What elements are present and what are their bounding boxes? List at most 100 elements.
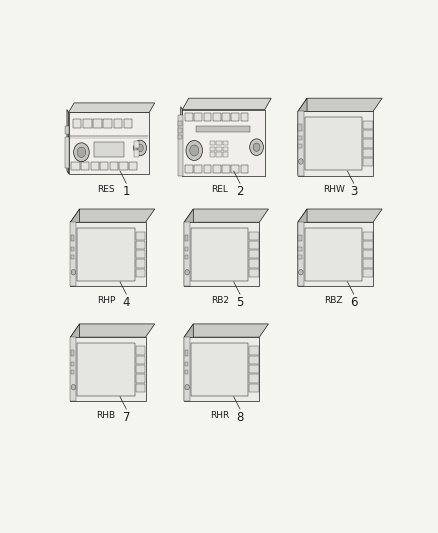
Bar: [223, 147, 228, 151]
Bar: [363, 120, 373, 129]
Bar: [249, 365, 259, 374]
Bar: [194, 114, 202, 122]
Bar: [129, 161, 138, 170]
Bar: [178, 128, 182, 133]
Bar: [210, 141, 215, 145]
Bar: [69, 112, 149, 174]
Circle shape: [71, 270, 76, 275]
Bar: [249, 384, 259, 392]
Bar: [134, 150, 139, 157]
Polygon shape: [298, 98, 307, 175]
Bar: [83, 119, 92, 128]
Polygon shape: [184, 324, 268, 337]
Bar: [184, 337, 190, 401]
Bar: [204, 165, 212, 173]
Bar: [134, 141, 139, 148]
Bar: [184, 362, 188, 366]
Bar: [240, 165, 248, 173]
Text: RBZ: RBZ: [325, 296, 343, 305]
Bar: [71, 247, 74, 251]
Bar: [71, 222, 76, 286]
Bar: [249, 250, 259, 259]
Bar: [305, 228, 362, 281]
Bar: [77, 228, 134, 281]
Circle shape: [185, 384, 189, 390]
Polygon shape: [71, 209, 80, 286]
Bar: [298, 111, 304, 175]
Text: REL: REL: [212, 185, 228, 194]
Polygon shape: [71, 324, 155, 337]
Polygon shape: [67, 109, 69, 174]
Bar: [71, 161, 80, 170]
Polygon shape: [69, 103, 155, 112]
Circle shape: [74, 143, 89, 161]
Bar: [222, 165, 230, 173]
Bar: [135, 365, 145, 374]
Bar: [222, 114, 230, 122]
Bar: [71, 370, 74, 374]
Circle shape: [253, 143, 260, 151]
Bar: [184, 337, 259, 401]
Polygon shape: [184, 324, 193, 401]
Bar: [249, 269, 259, 277]
Bar: [249, 260, 259, 268]
Bar: [94, 142, 124, 157]
Bar: [135, 356, 145, 364]
Circle shape: [299, 270, 303, 275]
Bar: [363, 158, 373, 166]
Bar: [91, 161, 99, 170]
Bar: [191, 228, 248, 281]
Bar: [178, 122, 182, 126]
Bar: [120, 161, 128, 170]
Bar: [135, 384, 145, 392]
Bar: [184, 350, 188, 357]
Bar: [363, 241, 373, 249]
Bar: [184, 222, 259, 286]
Circle shape: [186, 141, 202, 160]
Bar: [231, 114, 239, 122]
Polygon shape: [181, 107, 182, 175]
Text: RHR: RHR: [210, 411, 230, 420]
Bar: [182, 109, 265, 175]
Text: 8: 8: [237, 411, 244, 424]
Bar: [184, 222, 190, 286]
Bar: [216, 147, 222, 151]
Bar: [124, 119, 132, 128]
Bar: [184, 235, 188, 241]
Bar: [135, 374, 145, 383]
Bar: [71, 362, 74, 366]
Bar: [298, 235, 302, 241]
Bar: [135, 260, 145, 268]
Bar: [71, 350, 74, 357]
Bar: [113, 119, 122, 128]
Text: RHW: RHW: [323, 185, 345, 194]
Bar: [184, 247, 188, 251]
Polygon shape: [298, 98, 382, 111]
Bar: [196, 126, 250, 132]
Bar: [363, 269, 373, 277]
Bar: [240, 114, 248, 122]
Bar: [249, 241, 259, 249]
Bar: [184, 370, 188, 374]
Bar: [71, 222, 145, 286]
Bar: [249, 346, 259, 355]
Bar: [110, 161, 118, 170]
Bar: [363, 130, 373, 139]
Bar: [65, 126, 69, 134]
Bar: [135, 241, 145, 249]
Bar: [77, 343, 134, 395]
Text: 7: 7: [123, 411, 130, 424]
Bar: [135, 269, 145, 277]
Bar: [71, 235, 74, 241]
Polygon shape: [184, 209, 193, 286]
Bar: [249, 374, 259, 383]
Text: RHB: RHB: [97, 411, 116, 420]
Bar: [223, 152, 228, 157]
Bar: [103, 119, 112, 128]
Text: 6: 6: [350, 296, 357, 309]
Text: RB2: RB2: [211, 296, 229, 305]
Bar: [231, 165, 239, 173]
Bar: [71, 255, 74, 259]
Text: 3: 3: [350, 185, 357, 198]
Circle shape: [250, 139, 263, 156]
